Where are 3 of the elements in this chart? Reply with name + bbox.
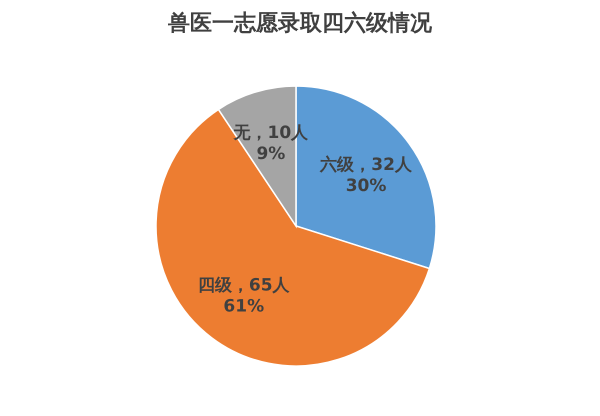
chart-title: 兽医一志愿录取四六级情况 <box>167 10 433 36</box>
slice-label: 六级，32人 30% <box>319 154 413 196</box>
slice-label: 四级，65人 61% <box>198 274 291 316</box>
